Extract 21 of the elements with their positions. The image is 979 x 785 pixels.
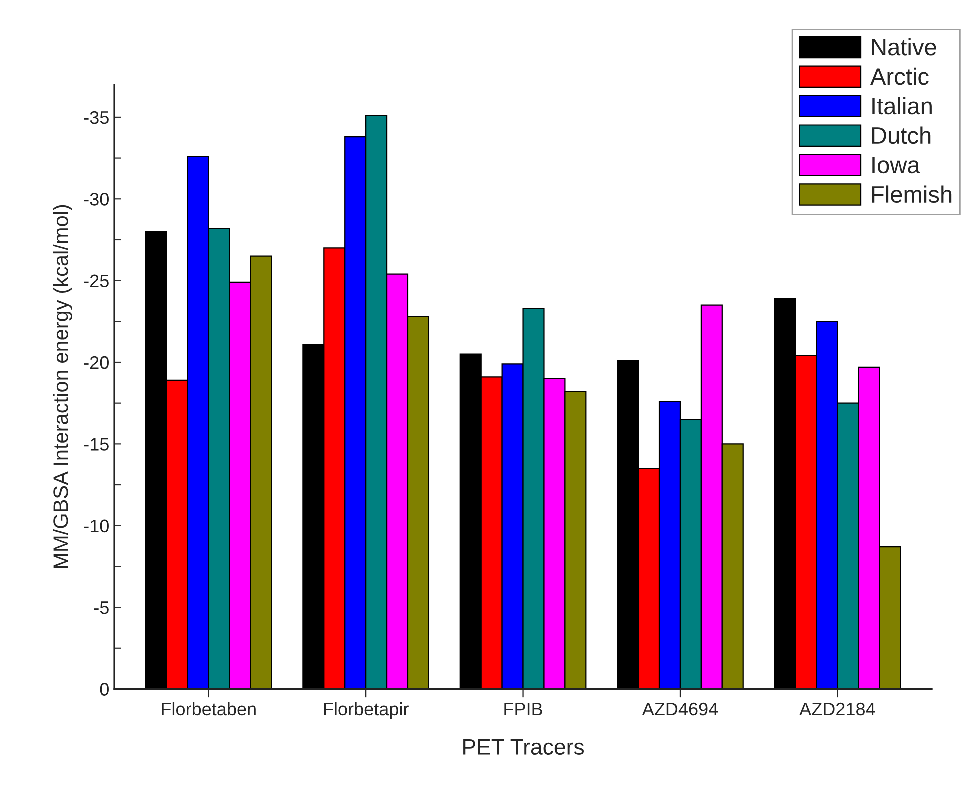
x-axis-title: PET Tracers	[464, 740, 584, 756]
legend-label: Iowa	[872, 157, 920, 174]
y-tick-label: -5	[94, 602, 109, 614]
y-tick-label: -20	[84, 356, 109, 370]
y-tick-label: -15	[84, 438, 109, 451]
x-tick-label: Florbetapir	[324, 702, 409, 720]
x-tick-label: AZD2184	[800, 702, 876, 716]
y-tick-label: -25	[84, 274, 109, 288]
x-tick-label: FPIB	[504, 703, 542, 716]
y-tick-label: -35	[84, 111, 109, 124]
legend-label: Arctic	[870, 68, 929, 86]
x-tick-label: Florbetaben	[162, 702, 256, 716]
legend-label: Dutch	[872, 126, 931, 144]
y-tick-label: -30	[84, 193, 109, 206]
legend-label: Native	[872, 38, 936, 56]
y-tick-label: 0	[100, 683, 109, 696]
legend-label: Flemish	[872, 186, 952, 204]
x-tick-label: AZD4694	[642, 702, 718, 716]
y-tick-label: -10	[84, 520, 109, 533]
y-axis-title: MM/GBSA Interaction energy (kcal/mol)	[53, 205, 72, 568]
legend-label: Italian	[872, 97, 932, 115]
